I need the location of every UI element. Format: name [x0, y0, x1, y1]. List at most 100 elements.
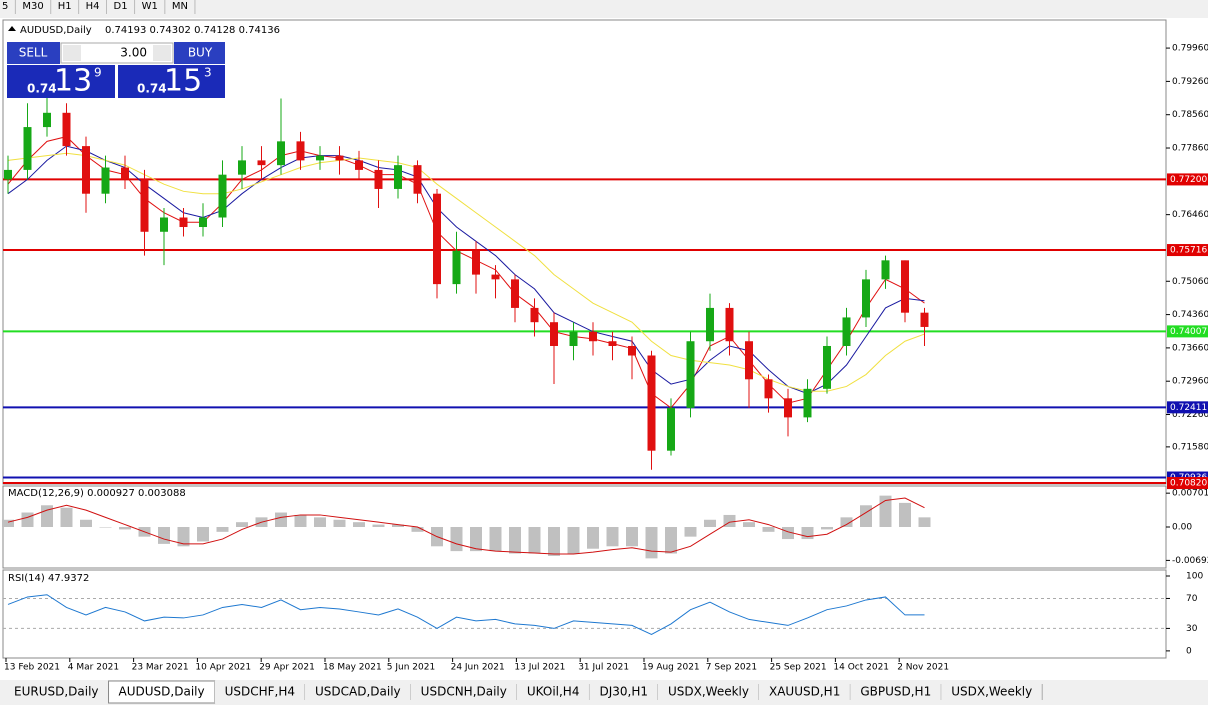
timeframe-button[interactable]: H1	[58, 1, 72, 12]
y-tick-label: 0.00	[1172, 523, 1192, 533]
macd-bar	[119, 527, 131, 530]
y-tick-label: 0.77860	[1172, 144, 1208, 154]
toolbar	[0, 0, 1208, 18]
chart-tab-bg[interactable]	[516, 681, 590, 703]
x-tick-label: 14 Oct 2021	[833, 663, 889, 673]
candle-body	[433, 193, 441, 285]
buy-label[interactable]: BUY	[188, 46, 213, 60]
candle-body	[4, 169, 12, 180]
chart-tab[interactable]: USDX,Weekly	[951, 685, 1032, 699]
candle-body	[589, 331, 597, 342]
macd-bar	[177, 527, 190, 547]
candle-body	[101, 167, 110, 194]
chart-tab-bg[interactable]	[4, 681, 109, 703]
chart-tab-bg[interactable]	[941, 681, 1043, 703]
macd-bar	[99, 527, 112, 528]
chart-tab-bg[interactable]	[214, 681, 306, 703]
y-tick-label: 0.72960	[1172, 377, 1208, 387]
macd-bar	[275, 512, 287, 527]
timeframe-button[interactable]: H4	[86, 1, 100, 12]
macd-signal	[7, 497, 925, 555]
macd-bar	[860, 505, 872, 527]
candle-body	[82, 146, 90, 194]
level-label-box	[1167, 173, 1208, 186]
macd-bar	[2, 519, 14, 527]
candle-body	[394, 165, 402, 189]
timeframe-button[interactable]: W1	[142, 1, 158, 12]
y-tick-label: 0.76460	[1172, 210, 1208, 220]
candle-body	[862, 279, 870, 318]
chart-tab[interactable]: EURUSD,Daily	[14, 685, 99, 699]
moving-average	[7, 145, 925, 395]
macd-bar	[665, 527, 677, 554]
macd-bar	[879, 495, 892, 527]
chart-tab[interactable]: XAUUSD,H1	[769, 685, 840, 699]
macd-bar	[645, 527, 658, 559]
chart-tab[interactable]: UKOil,H4	[527, 685, 580, 699]
macd-bar	[372, 524, 385, 527]
chart-tab-bg[interactable]	[759, 681, 851, 703]
candle-body	[725, 307, 734, 342]
sell-price-box[interactable]	[7, 65, 115, 98]
y-tick-label: 0.78560	[1172, 110, 1208, 120]
lot-down[interactable]	[63, 45, 81, 61]
candle-body	[842, 317, 851, 346]
x-tick-label: 13 Jul 2021	[514, 663, 565, 673]
x-tick-label: 23 Mar 2021	[132, 663, 189, 673]
chart-tab-bg[interactable]	[305, 681, 411, 703]
candle-body	[803, 388, 812, 418]
candle-body	[472, 250, 480, 275]
buy-price-box[interactable]	[118, 65, 225, 98]
x-tick-label: 2 Nov 2021	[897, 663, 949, 673]
buy-price-sup: 3	[204, 66, 212, 80]
macd-bar	[411, 527, 424, 532]
level-label: 0.75716	[1170, 246, 1207, 256]
candle-body	[920, 312, 929, 327]
timeframe-button[interactable]: D1	[114, 1, 128, 12]
chart-tab-bg[interactable]	[410, 681, 517, 703]
candle-body	[647, 355, 656, 451]
timeframe-button[interactable]: MN	[172, 1, 188, 12]
chart-tab[interactable]: DJ30,H1	[599, 685, 648, 699]
chart-tab-bg[interactable]	[658, 681, 759, 703]
sell-price-big: 0.74	[27, 82, 57, 96]
y-tick-label: 0.007015	[1172, 489, 1208, 499]
candle-body	[277, 141, 285, 166]
macd-bar	[489, 527, 502, 552]
sell-button[interactable]	[7, 42, 60, 64]
rsi-title: RSI(14) 47.9372	[8, 573, 89, 584]
macd-bar	[392, 524, 404, 527]
y-tick-label: 0.79260	[1172, 77, 1208, 87]
chart-tab[interactable]: AUDUSD,Daily	[119, 685, 205, 699]
level-label-box	[1167, 401, 1208, 414]
candle-body	[667, 407, 675, 451]
lot-up[interactable]	[153, 45, 171, 61]
x-tick-label: 31 Jul 2021	[578, 663, 629, 673]
y-tick-label: 30	[1186, 624, 1198, 634]
level-label: 0.77200	[1170, 175, 1207, 185]
macd-bar	[41, 505, 53, 527]
y-tick-label: 0	[1186, 646, 1192, 656]
trade-panel: SELL 3.00 BUY 0.74 13 9 0.74 15 3	[7, 42, 225, 99]
macd-bar	[197, 527, 209, 542]
y-tick-label: 100	[1186, 571, 1203, 581]
candle-body	[745, 341, 753, 380]
macd-bar	[21, 512, 34, 527]
candle-body	[413, 165, 422, 194]
chart-tab[interactable]: USDCAD,Daily	[315, 685, 401, 699]
sell-label[interactable]: SELL	[19, 46, 48, 60]
chart-tab[interactable]: USDCNH,Daily	[421, 685, 507, 699]
buy-button[interactable]	[174, 42, 225, 64]
timeframe-button[interactable]: M30	[22, 1, 43, 12]
chart-tab-bg[interactable]	[850, 681, 942, 703]
chart-tab-bg[interactable]	[589, 681, 658, 703]
x-tick-label: 5 Jun 2021	[387, 663, 435, 673]
lot-input[interactable]	[60, 42, 174, 64]
timeframe-button[interactable]: 5	[2, 1, 8, 12]
chart-tab[interactable]: GBPUSD,H1	[860, 685, 931, 699]
macd-bar	[606, 527, 619, 547]
x-tick-label: 24 Jun 2021	[451, 663, 505, 673]
chart-tab[interactable]: USDCHF,H4	[225, 685, 295, 699]
candle-body	[686, 341, 695, 408]
chart-tab[interactable]: USDX,Weekly	[668, 685, 749, 699]
